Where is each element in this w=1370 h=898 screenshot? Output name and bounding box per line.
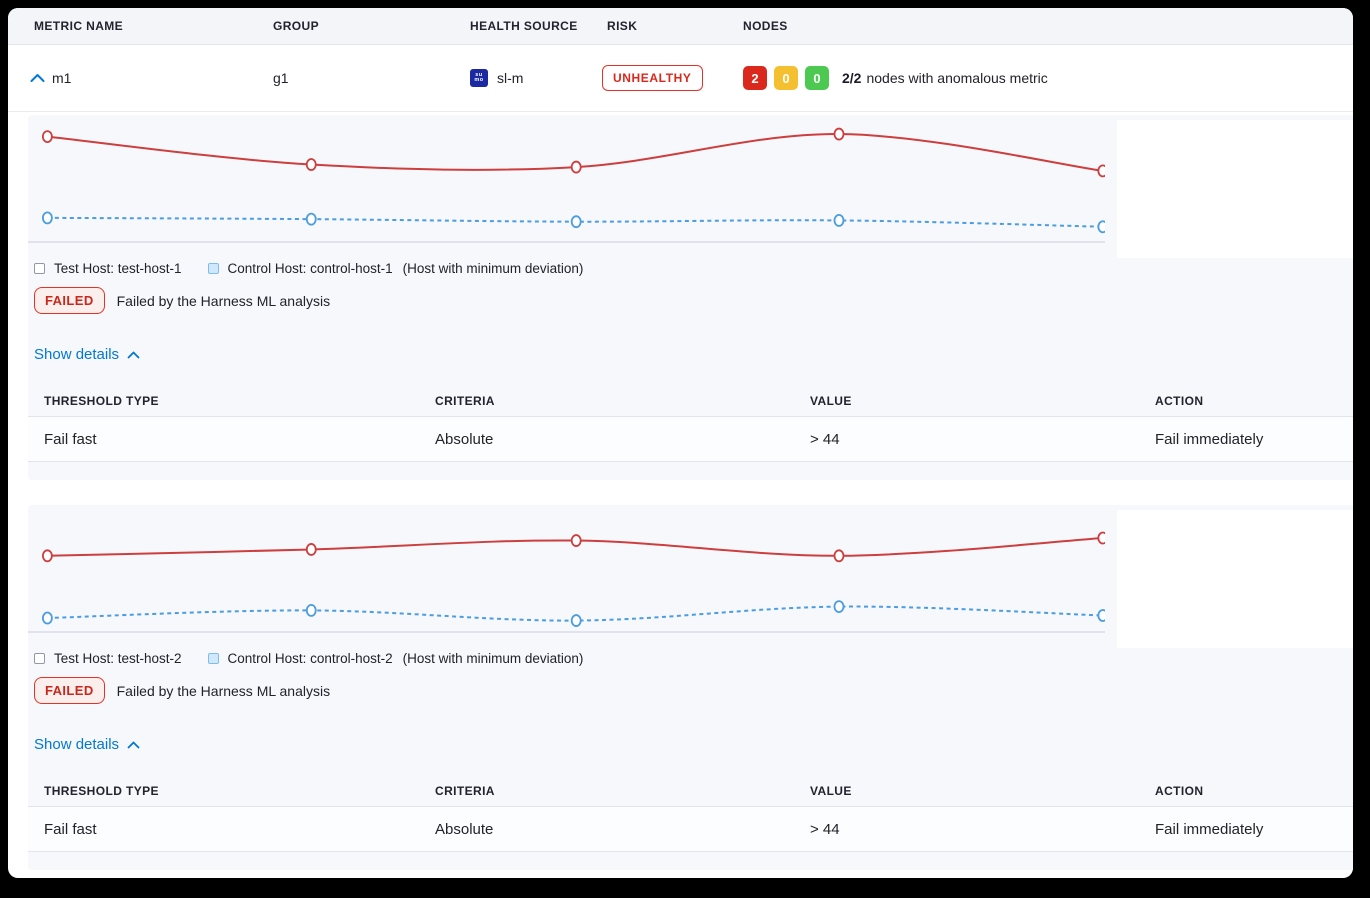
control-host-label: Control Host: control-host-1 <box>227 261 393 276</box>
th-threshold-type: THRESHOLD TYPE <box>44 393 159 408</box>
threshold-table-header-2: THRESHOLD TYPE CRITERIA VALUE ACTION <box>28 775 1353 807</box>
th-criteria: CRITERIA <box>435 393 495 408</box>
show-details-toggle-1[interactable]: Show details <box>34 346 140 363</box>
legend-item-control-host: Control Host: control-host-1 <box>207 261 393 276</box>
cell-value: > 44 <box>810 820 840 838</box>
chevron-up-icon <box>127 741 140 748</box>
failed-message: Failed by the Harness ML analysis <box>116 292 331 309</box>
show-details-label: Show details <box>34 346 120 363</box>
th-action: ACTION <box>1155 783 1204 798</box>
column-header-risk: RISK <box>607 19 638 33</box>
cell-value: > 44 <box>810 430 840 448</box>
failed-badge: FAILED <box>34 287 105 314</box>
metric-name-value: m1 <box>52 70 72 86</box>
sumo-icon-text-top: su <box>475 71 483 78</box>
cell-threshold-type: Fail fast <box>44 430 97 448</box>
th-value: VALUE <box>810 393 852 408</box>
column-header-nodes: NODES <box>743 19 788 33</box>
th-threshold-type: THRESHOLD TYPE <box>44 783 159 798</box>
metrics-table-header: METRIC NAME GROUP HEALTH SOURCE RISK NOD… <box>8 8 1353 45</box>
failed-message: Failed by the Harness ML analysis <box>116 682 331 699</box>
test-host-checkbox[interactable] <box>34 263 45 274</box>
column-header-metric-name: METRIC NAME <box>34 19 124 33</box>
test-host-label: Test Host: test-host-1 <box>54 261 182 276</box>
cell-criteria: Absolute <box>435 430 494 448</box>
control-host-checkbox[interactable] <box>207 263 219 274</box>
chart-side-empty-box <box>1117 510 1353 648</box>
control-host-checkbox[interactable] <box>207 653 219 664</box>
show-details-label: Show details <box>34 736 120 753</box>
th-value: VALUE <box>810 783 852 798</box>
threshold-table-row-2: Fail fast Absolute > 44 Fail immediately <box>28 807 1353 852</box>
host-comparison-chart-2[interactable] <box>28 505 1109 648</box>
collapse-chevron-icon[interactable] <box>30 74 45 83</box>
warning-nodes-badge: 0 <box>774 66 798 90</box>
anomalous-nodes-badge: 2 <box>743 66 767 90</box>
cell-criteria: Absolute <box>435 820 494 838</box>
risk-status-badge: UNHEALTHY <box>602 65 703 91</box>
show-details-toggle-2[interactable]: Show details <box>34 736 140 753</box>
healthy-nodes-badge: 0 <box>805 66 829 90</box>
cell-action: Fail immediately <box>1155 430 1264 448</box>
threshold-table-header-1: THRESHOLD TYPE CRITERIA VALUE ACTION <box>28 385 1353 417</box>
legend-item-test-host: Test Host: test-host-1 <box>34 261 182 276</box>
chart-side-empty-box <box>1117 120 1353 258</box>
sumo-icon-text-bottom: mo <box>474 77 484 83</box>
metric-row[interactable]: m1 g1 su mo sl-m UNHEALTHY 2 0 0 2/2 node… <box>8 45 1353 112</box>
legend-item-test-host: Test Host: test-host-2 <box>34 651 182 666</box>
column-header-health-source: HEALTH SOURCE <box>470 19 578 33</box>
th-criteria: CRITERIA <box>435 783 495 798</box>
node-analysis-panel-2: Test Host: test-host-2 Control Host: con… <box>28 505 1353 870</box>
test-host-checkbox[interactable] <box>34 653 45 664</box>
threshold-table-row-1: Fail fast Absolute > 44 Fail immediately <box>28 417 1353 462</box>
th-action: ACTION <box>1155 393 1204 408</box>
chevron-up-icon <box>127 351 140 358</box>
minimum-deviation-note: (Host with minimum deviation) <box>402 651 584 666</box>
chart-legend-1: Test Host: test-host-1 Control Host: con… <box>34 261 583 276</box>
analysis-status-row-1: FAILED Failed by the Harness ML analysis <box>34 287 330 314</box>
health-source-cell: su mo sl-m <box>470 69 523 87</box>
nodes-summary-text: nodes with anomalous metric <box>866 70 1048 86</box>
test-host-label: Test Host: test-host-2 <box>54 651 182 666</box>
sumo-logic-icon: su mo <box>470 69 488 87</box>
host-comparison-chart-1[interactable] <box>28 115 1109 258</box>
nodes-cell: 2 0 0 2/2 nodes with anomalous metric <box>743 66 1048 90</box>
group-value: g1 <box>273 70 289 86</box>
nodes-ratio: 2/2 <box>842 70 862 86</box>
failed-badge: FAILED <box>34 677 105 704</box>
control-host-label: Control Host: control-host-2 <box>227 651 393 666</box>
health-source-label: sl-m <box>497 70 524 86</box>
metrics-analysis-screen: METRIC NAME GROUP HEALTH SOURCE RISK NOD… <box>8 8 1353 878</box>
column-header-group: GROUP <box>273 19 320 33</box>
legend-item-control-host: Control Host: control-host-2 <box>207 651 393 666</box>
chart-legend-2: Test Host: test-host-2 Control Host: con… <box>34 651 583 666</box>
analysis-status-row-2: FAILED Failed by the Harness ML analysis <box>34 677 330 704</box>
nodes-summary: 2/2 nodes with anomalous metric <box>842 70 1048 86</box>
cell-action: Fail immediately <box>1155 820 1264 838</box>
minimum-deviation-note: (Host with minimum deviation) <box>402 261 584 276</box>
cell-threshold-type: Fail fast <box>44 820 97 838</box>
node-analysis-panel-1: Test Host: test-host-1 Control Host: con… <box>28 115 1353 480</box>
